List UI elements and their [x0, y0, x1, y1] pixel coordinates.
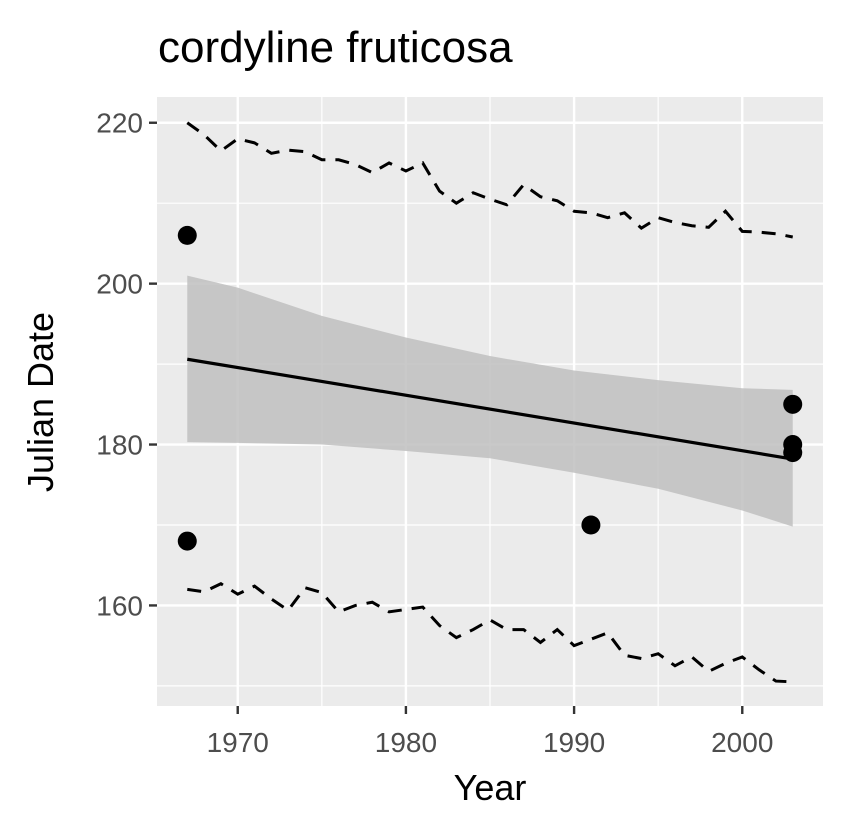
x-tick-label: 1980 [375, 727, 437, 758]
y-axis-title: Julian Date [20, 312, 61, 492]
bounds-layer [186, 121, 794, 684]
confidence-ribbon-layer [187, 275, 793, 527]
x-axis-title: Year [454, 767, 527, 808]
y-tick-label: 160 [96, 590, 143, 621]
data-point [177, 225, 197, 245]
upper-bound-line [186, 121, 794, 239]
y-tick-label: 200 [96, 269, 143, 300]
data-point [581, 515, 601, 535]
fit-line-layer [187, 357, 793, 461]
data-point [783, 394, 803, 414]
x-axis: 1970 1980 1990 2000 [207, 706, 773, 758]
y-tick-label: 220 [96, 108, 143, 139]
fit-line [187, 357, 793, 461]
x-tick-label: 1970 [207, 727, 269, 758]
confidence-ribbon [187, 275, 793, 527]
y-tick-label: 180 [96, 430, 143, 461]
chart-title: cordyline fruticosa [158, 23, 513, 72]
y-axis: 160 180 200 220 [96, 108, 157, 621]
x-tick-label: 1990 [543, 727, 605, 758]
x-tick-label: 2000 [711, 727, 773, 758]
data-point [177, 531, 197, 551]
points-layer [177, 225, 803, 551]
data-point [783, 443, 803, 463]
